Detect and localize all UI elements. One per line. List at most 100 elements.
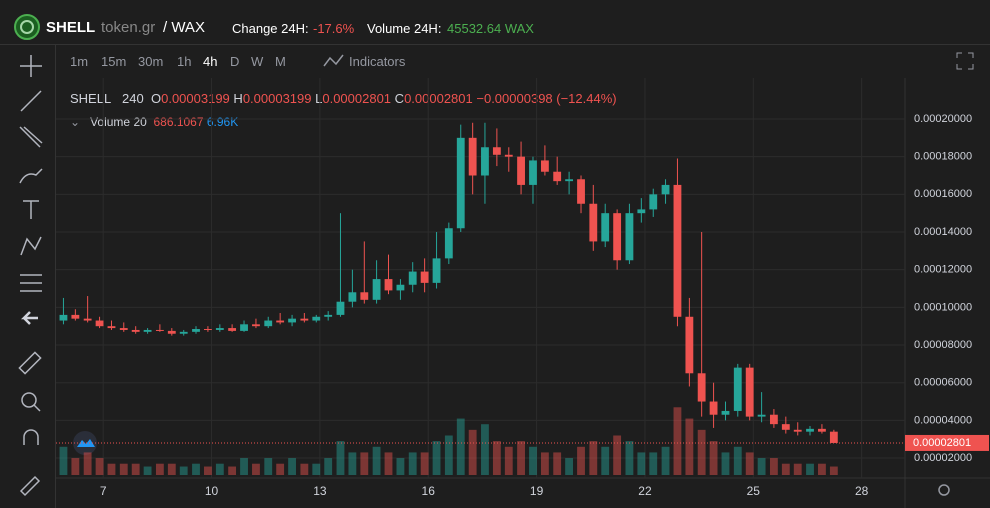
volume-bar bbox=[276, 463, 285, 475]
trend-line-tool[interactable] bbox=[20, 90, 42, 112]
last-price-label: 0.00002801 bbox=[913, 437, 971, 449]
candle-body bbox=[360, 292, 369, 300]
volume-bar bbox=[432, 441, 441, 475]
fib-tool[interactable] bbox=[19, 126, 43, 148]
volume-bar bbox=[697, 429, 706, 475]
candle-body bbox=[336, 301, 345, 315]
change-label: Change 24H: bbox=[232, 21, 309, 36]
interval-button[interactable]: 1m bbox=[70, 54, 89, 69]
candle-body bbox=[95, 320, 104, 327]
volume-bar bbox=[745, 452, 754, 475]
brush-tool[interactable] bbox=[19, 168, 43, 184]
volume-bar bbox=[420, 452, 429, 475]
settings-button[interactable] bbox=[938, 484, 950, 496]
interval-button[interactable]: 1h bbox=[177, 54, 192, 69]
volume-bar bbox=[540, 452, 549, 475]
candle-body bbox=[829, 431, 838, 443]
candle-body bbox=[565, 179, 574, 182]
candle-body bbox=[529, 160, 537, 185]
measure-tool[interactable] bbox=[20, 274, 42, 292]
tradingview-logo bbox=[73, 431, 97, 455]
drawing-toolbar bbox=[0, 45, 56, 508]
candle-body bbox=[818, 428, 826, 432]
candle-body bbox=[252, 324, 260, 327]
interval-button[interactable]: 30m bbox=[138, 54, 164, 69]
text-tool[interactable] bbox=[23, 200, 39, 219]
volume-bar bbox=[204, 466, 212, 475]
candle-body bbox=[324, 314, 333, 317]
candle-body bbox=[348, 292, 357, 302]
volume-bar bbox=[215, 463, 224, 475]
interval-button[interactable]: W bbox=[251, 54, 264, 69]
candle-body bbox=[697, 373, 706, 402]
volume-bar bbox=[71, 458, 80, 475]
volume-bar bbox=[721, 452, 730, 475]
candle-body bbox=[709, 401, 718, 415]
candle-body bbox=[781, 424, 790, 430]
candle-body bbox=[167, 330, 176, 334]
candle-body bbox=[481, 147, 489, 176]
legend-symbol: SHELL bbox=[70, 91, 112, 106]
volume-bar bbox=[637, 452, 646, 475]
candle-body bbox=[649, 194, 658, 210]
volume-bar bbox=[529, 446, 537, 475]
logo bbox=[14, 14, 40, 40]
candle-body bbox=[504, 154, 513, 157]
x-tick-label: 10 bbox=[205, 484, 219, 498]
candle-body bbox=[589, 203, 598, 242]
volume-bar bbox=[829, 466, 838, 475]
candle-body bbox=[757, 414, 766, 417]
candle-body bbox=[456, 137, 465, 229]
volume-bar bbox=[613, 435, 622, 475]
candle-body bbox=[179, 331, 188, 334]
legend: SHELL 240 O0.00003199 H0.00003199 L0.000… bbox=[70, 91, 617, 106]
volume-bar bbox=[769, 458, 778, 475]
candle-body bbox=[155, 329, 164, 331]
source[interactable]: token.gr bbox=[101, 19, 156, 36]
volume-bar bbox=[661, 446, 670, 475]
crosshair-tool[interactable] bbox=[20, 55, 42, 77]
candle-body bbox=[204, 329, 212, 331]
fullscreen-button[interactable] bbox=[956, 52, 974, 70]
interval-button[interactable]: 4h bbox=[203, 54, 218, 69]
candle-body bbox=[312, 316, 321, 321]
volume-bar bbox=[143, 466, 152, 475]
volume-bar bbox=[685, 418, 694, 475]
volume-bar bbox=[372, 446, 381, 475]
header-bar: SHELL token.gr / WAX Change 24H: -17.6% … bbox=[0, 0, 990, 45]
pattern-tool[interactable] bbox=[20, 236, 42, 256]
candle-body bbox=[71, 314, 80, 319]
candle-body bbox=[637, 209, 646, 214]
volume: 45532.64 WAX bbox=[447, 21, 534, 36]
interval-button[interactable]: D bbox=[230, 54, 240, 69]
candle-body bbox=[240, 324, 248, 331]
volume-bar bbox=[360, 452, 369, 475]
collapse-toggle[interactable]: ⌄ bbox=[70, 115, 81, 129]
lock-tool[interactable] bbox=[19, 475, 41, 497]
volume-bar bbox=[384, 452, 393, 475]
volume-bar bbox=[131, 463, 140, 475]
interval-button[interactable]: 15m bbox=[101, 54, 127, 69]
candle-body bbox=[59, 314, 68, 321]
candle-body bbox=[300, 318, 309, 321]
tool-icons bbox=[18, 55, 43, 497]
volume-bar bbox=[673, 407, 682, 475]
zoom-tool[interactable] bbox=[21, 392, 41, 412]
volume-bar bbox=[625, 441, 634, 475]
candle-body bbox=[228, 328, 237, 331]
volume-bar bbox=[179, 466, 188, 475]
volume-bar bbox=[492, 441, 501, 475]
volume-bar bbox=[240, 458, 248, 475]
indicators-button[interactable]: Indicators bbox=[349, 54, 406, 69]
candle-body bbox=[396, 284, 405, 291]
magnet-tool[interactable] bbox=[23, 429, 39, 445]
x-tick-label: 16 bbox=[422, 484, 436, 498]
candle-body bbox=[131, 329, 140, 332]
ruler-tool[interactable] bbox=[18, 351, 42, 375]
interval-button[interactable]: M bbox=[275, 54, 286, 69]
back-tool[interactable] bbox=[20, 311, 38, 325]
y-tick-label: 0.00002000 bbox=[914, 452, 972, 464]
volume-bar bbox=[456, 418, 465, 475]
candle-body bbox=[492, 147, 501, 155]
